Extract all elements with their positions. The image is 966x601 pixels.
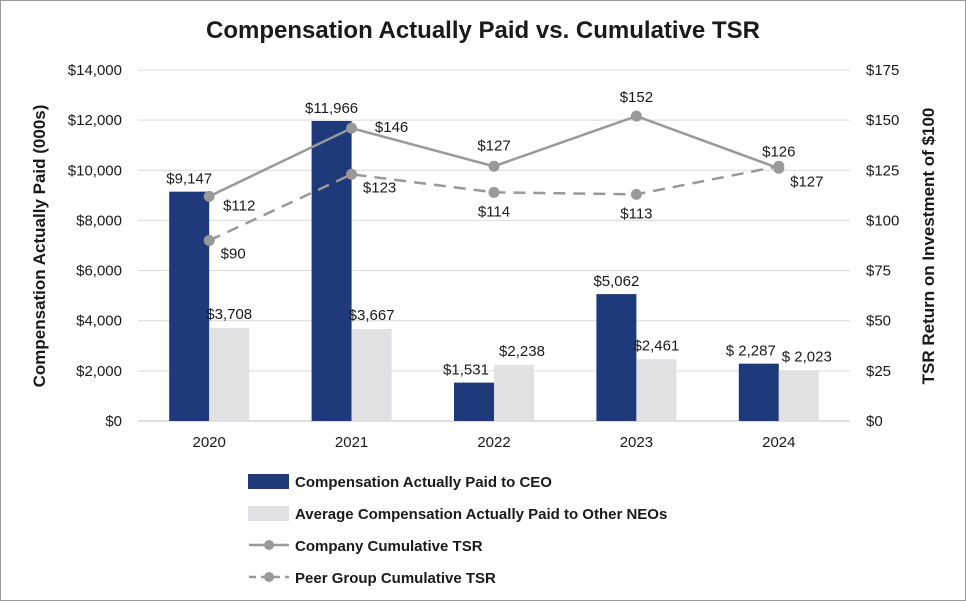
bar-neo <box>636 359 677 421</box>
data-label-ceo: $ 2,287 <box>726 343 776 360</box>
data-label-company-tsr: $112 <box>223 197 255 214</box>
left-axis-tick-label: $6,000 <box>76 263 122 280</box>
legend-swatch-neo <box>248 506 289 521</box>
marker-company-tsr <box>630 110 642 122</box>
data-label-company-tsr: $152 <box>620 89 653 106</box>
data-label-peer-tsr: $113 <box>620 205 652 222</box>
data-label-company-tsr: $146 <box>375 119 408 136</box>
data-labels: $9,147 $3,708 $11,966 $3,667 $1,531 $2,238 $5,… <box>166 89 832 378</box>
right-axis-tick-label: $175 <box>866 62 899 79</box>
data-label-company-tsr: $126 <box>762 143 795 160</box>
bar-ceo <box>169 191 210 421</box>
right-axis-tick-label: $75 <box>866 263 891 280</box>
marker-peer-tsr <box>346 168 358 180</box>
data-label-ceo: $11,966 <box>305 100 358 117</box>
data-label-company-tsr: $127 <box>477 137 510 154</box>
marker-peer-tsr <box>203 234 215 246</box>
data-label-peer-tsr: $127 <box>790 173 823 190</box>
data-label-peer-tsr: $90 <box>221 245 246 262</box>
marker-peer-tsr <box>773 160 785 172</box>
x-axis-tick-label: 2022 <box>477 434 510 451</box>
marker-peer-tsr <box>630 188 642 200</box>
chart-title: Compensation Actually Paid vs. Cumulativ… <box>206 17 760 44</box>
bar-neo <box>209 328 250 421</box>
legend-item-peer-tsr: Peer Group Cumulative TSR <box>249 570 496 587</box>
legend-marker-peer <box>264 572 274 582</box>
left-axis-title: Compensation Actually Paid (000s) <box>30 105 49 388</box>
legend: Compensation Actually Paid to CEO Averag… <box>248 474 667 587</box>
bar-neo <box>351 329 392 421</box>
data-label-neo: $2,461 <box>633 337 679 354</box>
tsr-lines <box>203 110 785 246</box>
right-axis-tick-label: $125 <box>866 162 899 179</box>
data-label-ceo: $9,147 <box>166 171 212 188</box>
left-axis-tick-label: $4,000 <box>76 313 122 330</box>
right-axis-tick-label: $150 <box>866 112 899 129</box>
marker-company-tsr <box>488 160 500 172</box>
marker-peer-tsr <box>488 186 500 198</box>
marker-company-tsr <box>203 190 215 202</box>
bar-neo <box>494 364 534 421</box>
right-axis-tick-label: $100 <box>866 212 899 229</box>
legend-label-neo: Average Compensation Actually Paid to Ot… <box>295 506 667 523</box>
legend-item-neo: Average Compensation Actually Paid to Ot… <box>248 506 667 523</box>
data-label-ceo: $5,062 <box>593 273 639 290</box>
legend-label-company: Company Cumulative TSR <box>295 538 483 555</box>
x-axis-tick-label: 2024 <box>762 434 795 451</box>
legend-marker-company <box>264 540 274 550</box>
x-axis-tick-label: 2021 <box>335 434 368 451</box>
left-axis-tick-label: $14,000 <box>68 62 122 79</box>
right-axis-tick-label: $0 <box>866 413 883 430</box>
legend-item-company-tsr: Company Cumulative TSR <box>249 538 483 555</box>
x-axis-tick-label: 2023 <box>620 434 653 451</box>
legend-label-ceo: Compensation Actually Paid to CEO <box>295 474 552 491</box>
bars <box>169 120 819 421</box>
data-label-neo: $2,238 <box>499 343 545 360</box>
bar-ceo <box>454 382 494 421</box>
right-axis-tick-label: $25 <box>866 363 891 380</box>
x-axis-tick-label: 2020 <box>193 434 226 451</box>
data-label-ceo: $1,531 <box>443 362 489 379</box>
left-axis-tick-label: $8,000 <box>76 212 122 229</box>
left-axis-tick-label: $12,000 <box>68 112 122 129</box>
bar-ceo <box>738 363 779 421</box>
bar-neo <box>778 370 819 421</box>
left-axis-tick-label: $10,000 <box>68 162 122 179</box>
data-label-neo: $ 2,023 <box>782 348 832 365</box>
left-axis-tick-label: $2,000 <box>76 363 122 380</box>
data-label-peer-tsr: $114 <box>478 203 510 220</box>
axes: $0 $0 $2,000 $25 $4,000 $50 $6,000 $75 $8,000 $10… <box>68 62 900 451</box>
legend-item-ceo: Compensation Actually Paid to CEO <box>248 474 552 491</box>
left-axis-tick-label: $0 <box>105 413 122 430</box>
marker-company-tsr <box>346 122 358 134</box>
legend-swatch-ceo <box>248 474 289 489</box>
right-axis-title: TSR Return on Investment of $100 <box>919 108 938 385</box>
right-axis-tick-label: $50 <box>866 313 891 330</box>
legend-label-peer: Peer Group Cumulative TSR <box>295 570 496 587</box>
data-label-neo: $3,708 <box>206 306 252 323</box>
data-label-peer-tsr: $123 <box>363 179 396 196</box>
bar-ceo <box>596 294 637 421</box>
data-label-neo: $3,667 <box>349 307 395 324</box>
bar-ceo <box>311 120 352 421</box>
